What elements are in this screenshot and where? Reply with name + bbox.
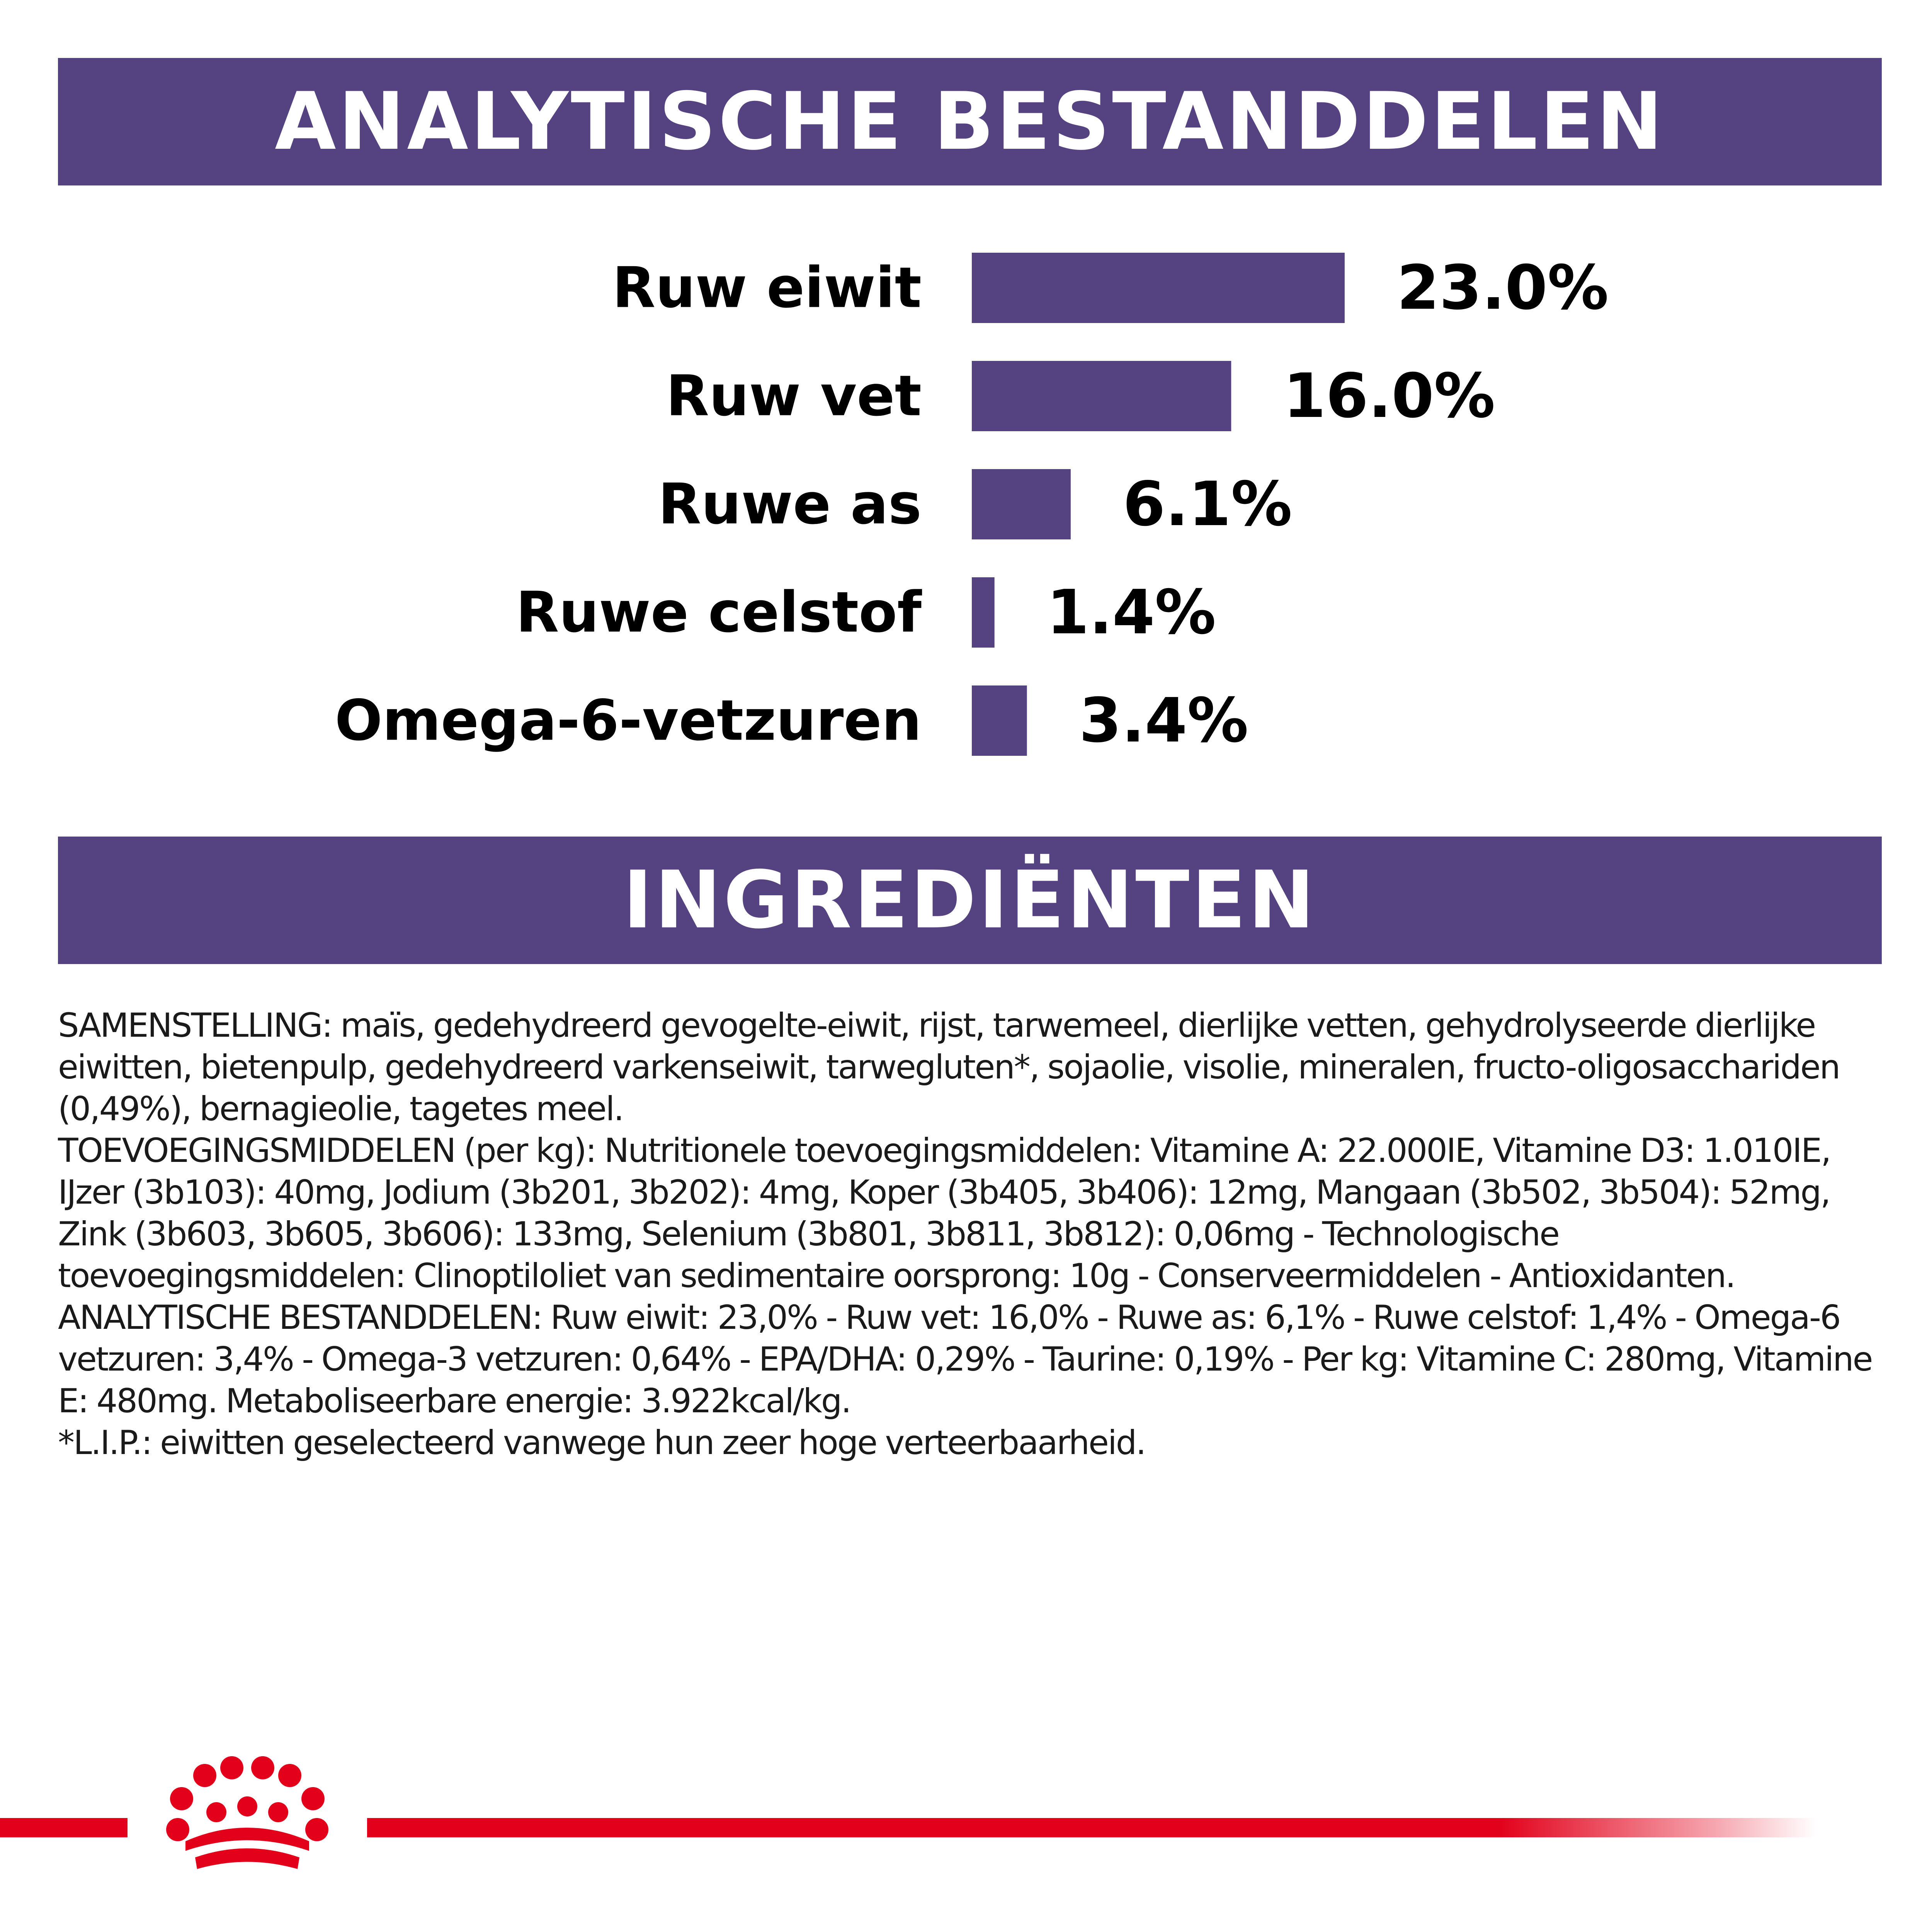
value-label: 6.1%	[1123, 469, 1292, 540]
ingredients-header: INGREDIËNTEN	[58, 837, 1882, 964]
ingredients-paragraph: ANALYTISCHE BESTANDDELEN: Ruw eiwit: 23,…	[58, 1298, 1873, 1420]
value-label: 3.4%	[1079, 685, 1248, 756]
category-label: Omega-6-vetzuren	[335, 688, 922, 753]
crown-logo-icon	[166, 1756, 328, 1869]
ingredients-paragraph: *L.I.P.: eiwitten geselecteerd vanwege h…	[58, 1423, 1146, 1462]
footer-line	[367, 1818, 1816, 1837]
analytics-header-title: ANALYTISCHE BESTANDDELEN	[275, 76, 1665, 168]
category-label: Ruw vet	[666, 364, 922, 429]
category-label: Ruwe as	[658, 472, 922, 537]
footer-line	[0, 1818, 128, 1837]
category-label: Ruw eiwit	[612, 255, 922, 321]
value-label: 1.4%	[1047, 577, 1216, 648]
bar	[972, 577, 995, 648]
value-label: 16.0%	[1283, 361, 1495, 432]
bar	[972, 469, 1071, 539]
ingredients-paragraph: TOEVOEGINGSMIDDELEN (per kg): Nutritione…	[58, 1131, 1832, 1295]
ingredients-text: SAMENSTELLING: maïs, gedehydreerd gevoge…	[58, 1005, 1882, 1464]
ingredients-header-title: INGREDIËNTEN	[623, 854, 1317, 946]
bar	[972, 685, 1027, 756]
category-label: Ruwe celstof	[516, 580, 922, 645]
bar	[972, 361, 1231, 431]
analytics-header: ANALYTISCHE BESTANDDELEN	[58, 58, 1882, 185]
value-label: 23.0%	[1397, 252, 1609, 323]
ingredients-paragraph: SAMENSTELLING: maïs, gedehydreerd gevoge…	[58, 1006, 1840, 1128]
nutrient-bar-chart: Ruw eiwit 23.0% Ruw vet 16.0% Ruwe as 6.1% Ruw…	[335, 252, 1609, 756]
bar	[972, 253, 1345, 323]
